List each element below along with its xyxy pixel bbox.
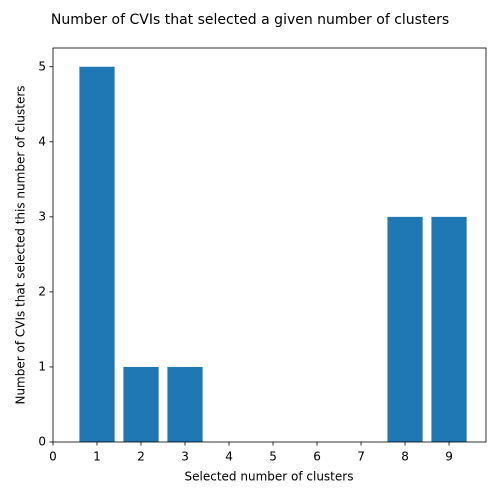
x-tick-label: 6 <box>313 450 321 464</box>
x-tick-label: 5 <box>269 450 277 464</box>
x-tick-label: 4 <box>225 450 233 464</box>
bar <box>167 366 203 442</box>
y-tick-label: 5 <box>38 59 46 73</box>
x-tick-label: 2 <box>137 450 145 464</box>
x-axis-label: Selected number of clusters <box>185 470 354 484</box>
x-tick-label: 7 <box>357 450 365 464</box>
x-tick-label: 3 <box>181 450 189 464</box>
chart-title: Number of CVIs that selected a given num… <box>51 12 449 28</box>
y-axis-label: Number of CVIs that selected this number… <box>14 85 28 404</box>
x-tick-label: 0 <box>49 450 57 464</box>
bar <box>387 216 423 442</box>
y-tick-label: 0 <box>38 435 46 449</box>
y-tick-label: 1 <box>38 359 46 373</box>
x-tick-label: 1 <box>93 450 101 464</box>
bar <box>79 66 115 442</box>
x-tick-label: 8 <box>401 450 409 464</box>
x-tick-label: 9 <box>445 450 453 464</box>
plot-frame <box>52 47 487 443</box>
bar <box>123 366 159 442</box>
y-tick-label: 3 <box>38 209 46 223</box>
y-tick-label: 4 <box>38 134 46 148</box>
bar <box>431 216 467 442</box>
y-tick-label: 2 <box>38 284 46 298</box>
